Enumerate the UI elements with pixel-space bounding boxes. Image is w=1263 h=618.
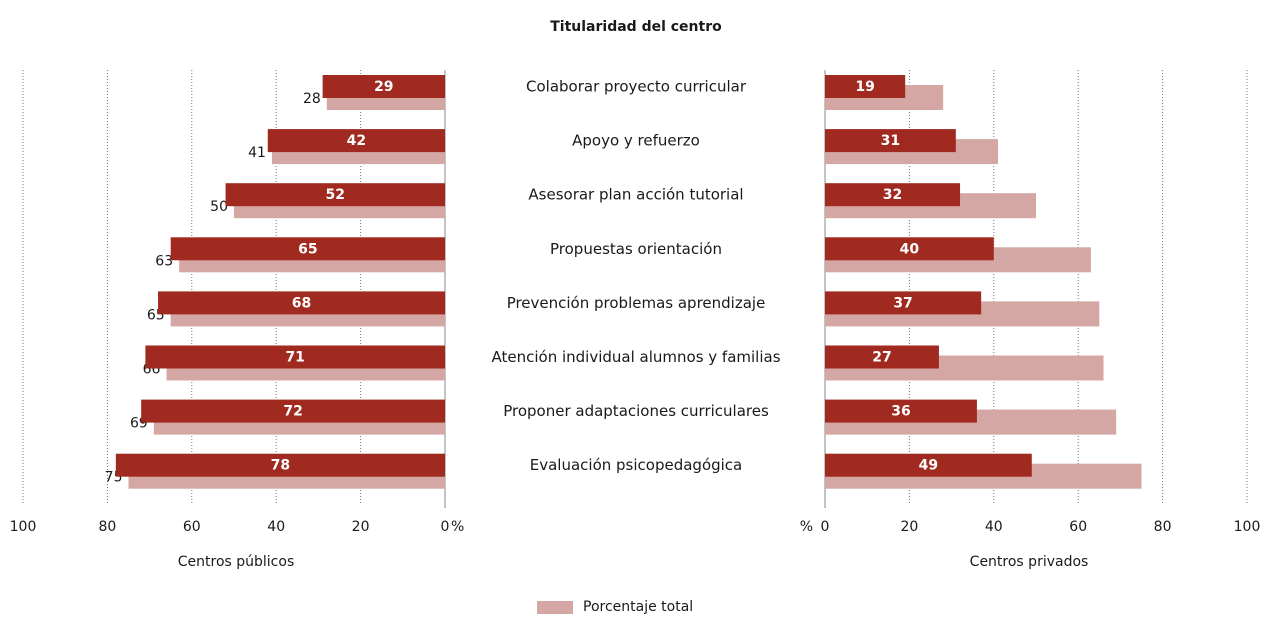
bar xyxy=(825,129,956,153)
right-axis-unit: % xyxy=(800,519,813,535)
data-label: 42 xyxy=(347,133,366,149)
data-label: 68 xyxy=(292,295,311,311)
x-tick-label: 20 xyxy=(900,519,918,535)
data-label: 36 xyxy=(891,404,910,420)
bar xyxy=(170,237,445,261)
category-label: Prevención problemas aprendizaje xyxy=(507,294,766,312)
category-label: Evaluación psicopedagógica xyxy=(530,456,743,474)
chart-title: Titularidad del centro xyxy=(550,19,722,35)
x-tick-label: 100 xyxy=(1234,519,1261,535)
right-axis-title: Centros privados xyxy=(970,554,1089,570)
x-tick-label: 0 xyxy=(821,519,830,535)
data-label: 29 xyxy=(374,79,393,95)
data-label: 32 xyxy=(883,187,902,203)
bar xyxy=(825,75,906,98)
data-label: 63 xyxy=(155,253,173,269)
data-label: 65 xyxy=(298,241,317,257)
category-label: Atención individual alumnos y familias xyxy=(491,348,780,366)
data-label: 27 xyxy=(872,350,891,366)
bar xyxy=(825,291,982,315)
x-tick-label: 60 xyxy=(1069,519,1087,535)
data-label: 41 xyxy=(248,145,266,161)
bar xyxy=(225,183,445,207)
data-label: 40 xyxy=(900,241,920,257)
left-axis-title: Centros públicos xyxy=(178,554,295,570)
x-tick-label: 0 xyxy=(441,519,450,535)
bar xyxy=(825,345,939,369)
x-tick-label: 40 xyxy=(985,519,1003,535)
x-tick-label: 40 xyxy=(267,519,285,535)
data-label: 49 xyxy=(919,458,938,474)
bar xyxy=(158,291,446,315)
data-label: 37 xyxy=(893,295,912,311)
data-label: 72 xyxy=(283,404,302,420)
legend-swatch xyxy=(537,601,573,614)
legend-label: Porcentaje total xyxy=(583,599,693,615)
bar xyxy=(825,183,961,207)
data-label: 50 xyxy=(210,199,228,215)
data-label: 31 xyxy=(881,133,900,149)
bar xyxy=(115,453,445,477)
x-tick-label: 60 xyxy=(183,519,201,535)
data-label: 52 xyxy=(326,187,345,203)
x-tick-label: 100 xyxy=(10,519,37,535)
bar xyxy=(825,453,1032,477)
bar xyxy=(141,399,445,423)
x-tick-label: 80 xyxy=(98,519,116,535)
bar xyxy=(267,129,445,153)
category-label: Proponer adaptaciones curriculares xyxy=(503,402,769,420)
category-label: Asesorar plan acción tutorial xyxy=(528,186,743,204)
category-label: Propuestas orientación xyxy=(550,240,722,258)
category-label: Apoyo y refuerzo xyxy=(572,132,700,150)
data-label: 19 xyxy=(855,79,874,95)
data-label: 28 xyxy=(303,91,321,107)
x-tick-label: 20 xyxy=(352,519,370,535)
data-label: 71 xyxy=(285,350,304,366)
bar xyxy=(825,237,994,261)
bar xyxy=(322,75,445,98)
category-label: Colaborar proyecto curricular xyxy=(526,78,747,96)
left-axis-unit: % xyxy=(451,519,464,535)
x-tick-label: 80 xyxy=(1154,519,1172,535)
data-label: 78 xyxy=(271,458,290,474)
bar xyxy=(145,345,445,369)
bar xyxy=(825,399,977,423)
